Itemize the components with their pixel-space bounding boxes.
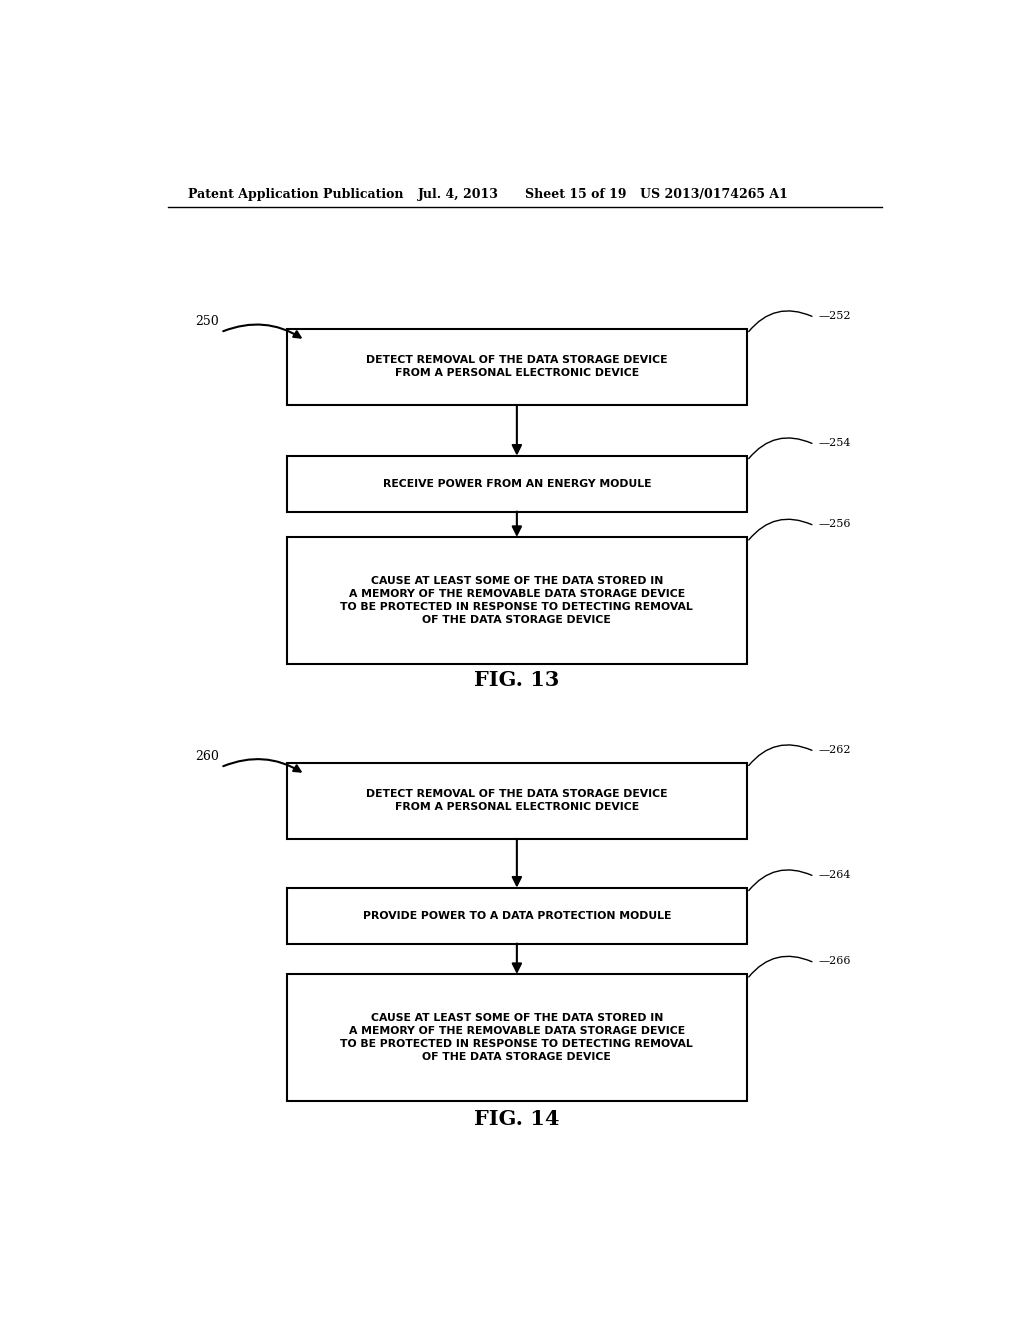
FancyBboxPatch shape bbox=[287, 455, 748, 512]
Text: CAUSE AT LEAST SOME OF THE DATA STORED IN
A MEMORY OF THE REMOVABLE DATA STORAGE: CAUSE AT LEAST SOME OF THE DATA STORED I… bbox=[341, 576, 693, 626]
Text: PROVIDE POWER TO A DATA PROTECTION MODULE: PROVIDE POWER TO A DATA PROTECTION MODUL… bbox=[362, 911, 671, 920]
Text: DETECT REMOVAL OF THE DATA STORAGE DEVICE
FROM A PERSONAL ELECTRONIC DEVICE: DETECT REMOVAL OF THE DATA STORAGE DEVIC… bbox=[367, 355, 668, 379]
FancyBboxPatch shape bbox=[287, 763, 748, 840]
Text: 250: 250 bbox=[196, 314, 219, 327]
Text: —252: —252 bbox=[818, 310, 851, 321]
Text: US 2013/0174265 A1: US 2013/0174265 A1 bbox=[640, 189, 787, 202]
Text: Jul. 4, 2013: Jul. 4, 2013 bbox=[418, 189, 499, 202]
Text: FIG. 14: FIG. 14 bbox=[474, 1109, 559, 1129]
Text: DETECT REMOVAL OF THE DATA STORAGE DEVICE
FROM A PERSONAL ELECTRONIC DEVICE: DETECT REMOVAL OF THE DATA STORAGE DEVIC… bbox=[367, 789, 668, 812]
Text: —262: —262 bbox=[818, 744, 851, 755]
FancyBboxPatch shape bbox=[287, 887, 748, 944]
Text: —266: —266 bbox=[818, 956, 851, 966]
Text: CAUSE AT LEAST SOME OF THE DATA STORED IN
A MEMORY OF THE REMOVABLE DATA STORAGE: CAUSE AT LEAST SOME OF THE DATA STORED I… bbox=[341, 1012, 693, 1063]
Text: RECEIVE POWER FROM AN ENERGY MODULE: RECEIVE POWER FROM AN ENERGY MODULE bbox=[383, 479, 651, 488]
Text: 260: 260 bbox=[196, 750, 219, 763]
Text: Patent Application Publication: Patent Application Publication bbox=[187, 189, 403, 202]
Text: FIG. 13: FIG. 13 bbox=[474, 669, 559, 690]
FancyBboxPatch shape bbox=[287, 974, 748, 1101]
FancyBboxPatch shape bbox=[287, 537, 748, 664]
FancyBboxPatch shape bbox=[287, 329, 748, 405]
Text: —254: —254 bbox=[818, 437, 851, 447]
Text: —264: —264 bbox=[818, 870, 851, 879]
Text: Sheet 15 of 19: Sheet 15 of 19 bbox=[524, 189, 627, 202]
Text: —256: —256 bbox=[818, 519, 851, 529]
